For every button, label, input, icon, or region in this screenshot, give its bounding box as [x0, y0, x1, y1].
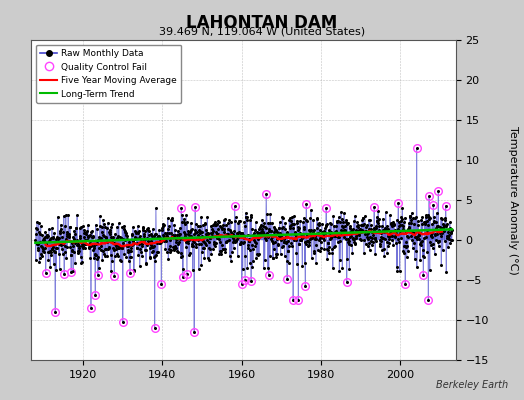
Text: Berkeley Earth: Berkeley Earth: [436, 380, 508, 390]
Y-axis label: Temperature Anomaly (°C): Temperature Anomaly (°C): [508, 126, 518, 274]
Text: 39.469 N, 119.064 W (United States): 39.469 N, 119.064 W (United States): [159, 26, 365, 36]
Text: LAHONTAN DAM: LAHONTAN DAM: [187, 14, 337, 32]
Legend: Raw Monthly Data, Quality Control Fail, Five Year Moving Average, Long-Term Tren: Raw Monthly Data, Quality Control Fail, …: [36, 44, 181, 103]
